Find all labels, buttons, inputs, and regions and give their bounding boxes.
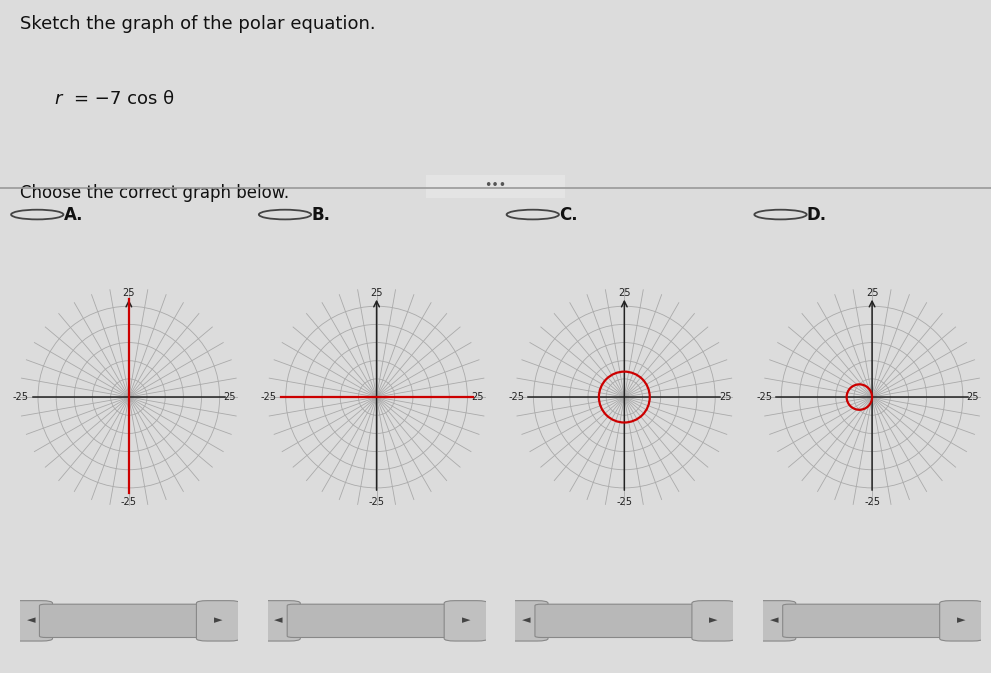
Text: ◄: ◄ [770, 615, 778, 625]
Text: 25: 25 [966, 392, 979, 402]
FancyBboxPatch shape [783, 604, 952, 637]
Text: 25: 25 [123, 288, 135, 298]
Text: A.: A. [63, 205, 83, 223]
Text: -25: -25 [261, 392, 276, 402]
Text: D.: D. [807, 205, 826, 223]
Text: ◄: ◄ [275, 615, 282, 625]
Text: r: r [55, 90, 61, 108]
Text: 25: 25 [471, 392, 484, 402]
FancyBboxPatch shape [939, 601, 983, 641]
Text: ►: ► [957, 615, 965, 625]
FancyBboxPatch shape [535, 604, 705, 637]
Text: -25: -25 [369, 497, 385, 507]
Text: ►: ► [462, 615, 470, 625]
Text: 25: 25 [371, 288, 383, 298]
Text: 25: 25 [718, 392, 731, 402]
Text: 25: 25 [618, 288, 630, 298]
Text: B.: B. [311, 205, 330, 223]
Text: Choose the correct graph below.: Choose the correct graph below. [20, 184, 289, 202]
Text: -25: -25 [864, 497, 880, 507]
FancyBboxPatch shape [257, 601, 300, 641]
FancyBboxPatch shape [40, 604, 209, 637]
Text: ◄: ◄ [27, 615, 35, 625]
Text: -25: -25 [121, 497, 137, 507]
Text: 25: 25 [866, 288, 878, 298]
FancyBboxPatch shape [412, 173, 579, 200]
FancyBboxPatch shape [444, 601, 488, 641]
FancyBboxPatch shape [196, 601, 240, 641]
Text: C.: C. [559, 205, 578, 223]
Text: Sketch the graph of the polar equation.: Sketch the graph of the polar equation. [20, 15, 376, 33]
Text: ◄: ◄ [522, 615, 530, 625]
FancyBboxPatch shape [9, 601, 53, 641]
Text: •••: ••• [485, 180, 506, 192]
FancyBboxPatch shape [504, 601, 548, 641]
Text: -25: -25 [508, 392, 524, 402]
FancyBboxPatch shape [752, 601, 796, 641]
Text: -25: -25 [616, 497, 632, 507]
Text: = −7 cos θ: = −7 cos θ [74, 90, 174, 108]
Text: -25: -25 [756, 392, 772, 402]
FancyBboxPatch shape [692, 601, 735, 641]
Text: 25: 25 [223, 392, 236, 402]
Text: -25: -25 [13, 392, 29, 402]
Text: ►: ► [710, 615, 717, 625]
FancyBboxPatch shape [287, 604, 457, 637]
Text: ►: ► [214, 615, 222, 625]
